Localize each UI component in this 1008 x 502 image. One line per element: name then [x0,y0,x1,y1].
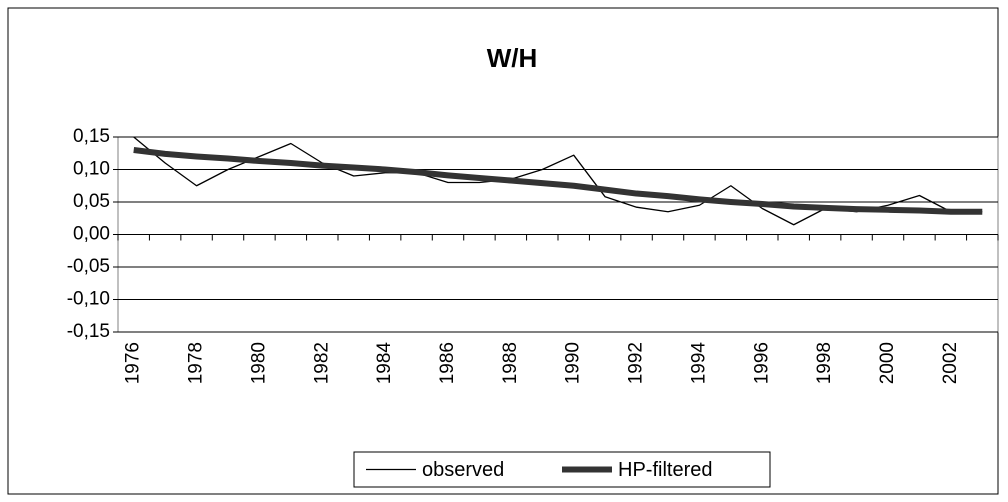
x-tick-label: 1988 [500,342,521,384]
legend-label: observed [422,459,504,481]
y-tick-label: -0,10 [67,289,110,310]
x-tick-label: 1984 [374,342,395,385]
legend-label: HP-filtered [618,459,712,481]
y-tick-label: 0,15 [73,126,110,147]
x-tick-label: 2000 [877,342,898,384]
y-tick-label: 0,00 [73,224,110,245]
chart-title: W/H [487,43,538,73]
y-tick-label: 0,10 [73,159,110,180]
x-tick-label: 1976 [123,342,144,384]
x-tick-label: 1992 [626,342,647,384]
x-tick-label: 1994 [688,342,709,385]
x-tick-label: 1996 [751,342,772,384]
x-tick-label: 1978 [186,342,207,384]
x-tick-label: 1998 [814,342,835,384]
y-tick-label: -0,05 [67,256,110,277]
x-tick-label: 1990 [563,342,584,384]
x-tick-label: 2002 [940,342,961,384]
line-series [133,147,983,215]
x-tick-label: 1980 [248,342,269,384]
x-tick-label: 1982 [311,342,332,384]
x-tick-label: 1986 [437,342,458,384]
y-tick-label: 0,05 [73,191,110,212]
y-tick-label: -0,15 [67,321,110,342]
